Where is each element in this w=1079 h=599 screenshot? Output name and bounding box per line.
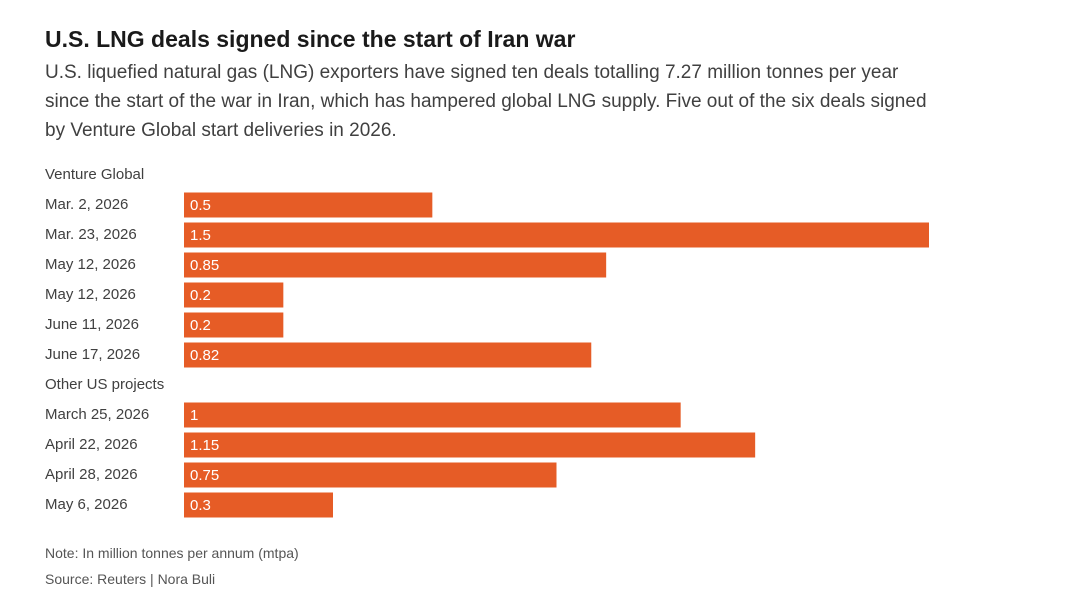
bar-value-label: 0.2 [190, 317, 211, 334]
bar [184, 492, 333, 518]
bar-value-label: 1 [190, 407, 198, 424]
category-label: Mar. 2, 2026 [45, 196, 128, 213]
chart-subtitle: U.S. liquefied natural gas (LNG) exporte… [45, 62, 927, 141]
bar-value-label: 1.15 [190, 437, 219, 454]
chart-note: Note: In million tonnes per annum (mtpa) [45, 545, 299, 561]
bar [184, 252, 607, 278]
bar-value-label: 0.75 [190, 467, 219, 484]
bar [184, 402, 681, 428]
group-label: Other US projects [45, 376, 164, 393]
bar [184, 312, 284, 338]
chart-title: U.S. LNG deals signed since the start of… [45, 26, 576, 52]
category-label: Mar. 23, 2026 [45, 226, 137, 243]
bar [184, 432, 756, 458]
category-label: June 11, 2026 [45, 316, 139, 333]
category-label: April 22, 2026 [45, 436, 138, 453]
bar-value-label: 0.3 [190, 497, 211, 514]
category-label: March 25, 2026 [45, 406, 149, 423]
category-label: June 17, 2026 [45, 346, 140, 363]
category-label: May 6, 2026 [45, 496, 128, 513]
bar [184, 192, 433, 218]
bar [184, 222, 929, 248]
bar-value-label: 0.82 [190, 347, 219, 364]
group-label: Venture Global [45, 166, 144, 183]
bar-value-label: 0.5 [190, 197, 211, 214]
category-label: May 12, 2026 [45, 256, 136, 273]
bar [184, 282, 284, 308]
bar-value-label: 0.85 [190, 257, 219, 274]
chart-source: Source: Reuters | Nora Buli [45, 571, 216, 587]
category-label: April 28, 2026 [45, 466, 138, 483]
category-label: May 12, 2026 [45, 286, 136, 303]
bar-value-label: 1.5 [190, 227, 211, 244]
bar [184, 462, 557, 488]
bar-value-label: 0.2 [190, 287, 211, 304]
bar [184, 342, 592, 368]
